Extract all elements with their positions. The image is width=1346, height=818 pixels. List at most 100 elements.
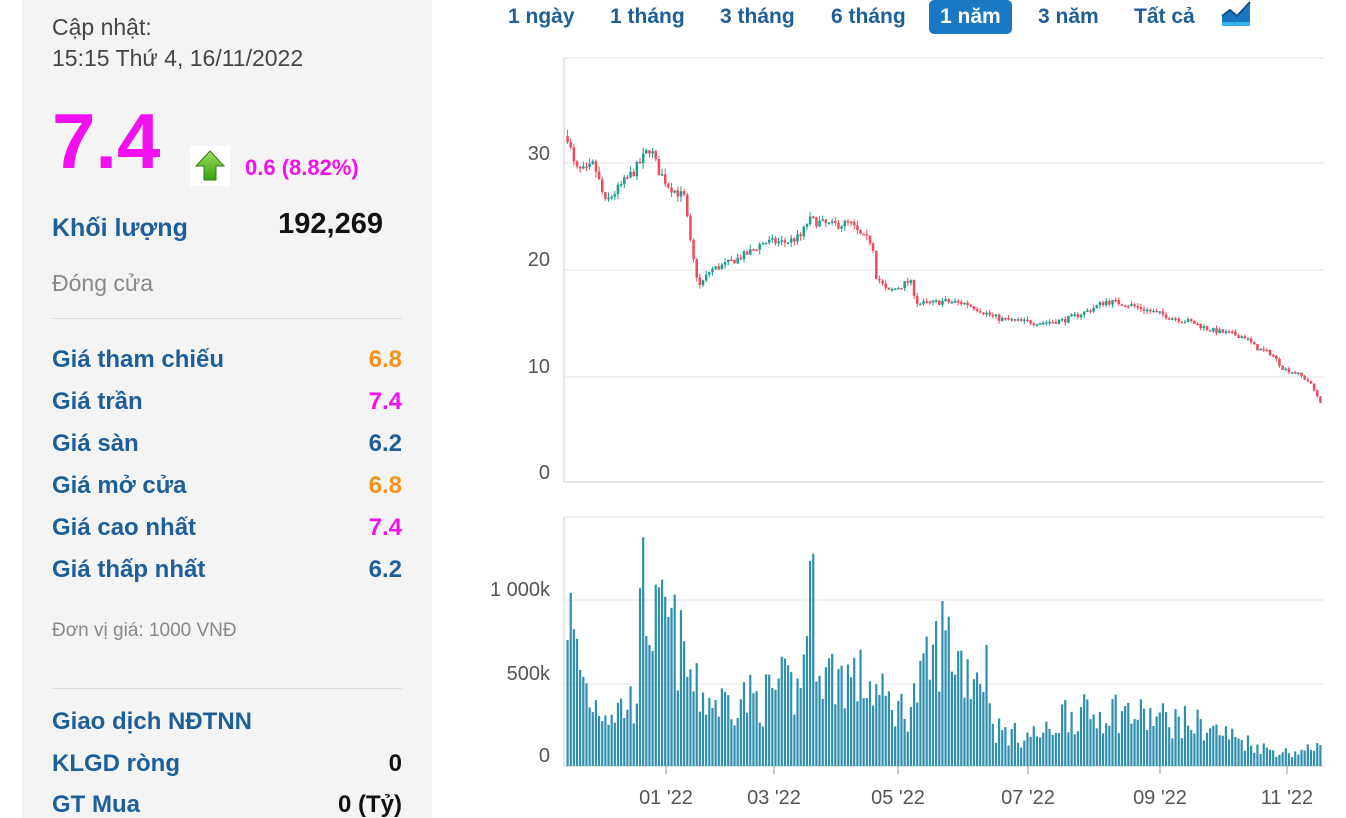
area-chart-icon[interactable] [1220,0,1252,28]
price-candle [1145,307,1149,314]
price-candle [1026,316,1029,323]
volume-bar [862,698,865,766]
stat-value: 6.2 [368,430,402,457]
volume-bar [771,688,774,766]
volume-tick-label: 0 [539,745,550,767]
volume-bar [919,660,922,766]
volume-bar [1139,699,1142,766]
volume-bar [903,718,906,766]
volume-tick-label: 500k [507,663,551,685]
volume-bar [761,726,764,766]
volume-bar [632,723,635,766]
price-candle [928,300,932,305]
volume-bar [749,674,752,766]
price-candle [566,129,569,145]
volume-bar [730,719,733,766]
price-candle [953,298,957,303]
price-candle [969,303,973,308]
price-candle [1243,334,1247,339]
price-candle [670,182,673,197]
volume-bar [887,691,890,766]
volume-bar [994,742,998,766]
volume-bar [686,676,689,766]
price-candle [720,262,724,270]
stat-label: GT Mua [52,791,140,818]
volume-bar [1120,711,1124,766]
price-candle [1284,367,1288,371]
range-6-month-button[interactable]: 6 tháng [831,5,906,28]
range-1-day-button[interactable]: 1 ngày [508,5,575,28]
price-candle [575,159,579,169]
price-candle [1098,301,1102,309]
volume-bar [1265,747,1268,766]
range-3-month-button[interactable]: 3 tháng [720,5,795,28]
price-candle [1221,328,1225,334]
price-candle [777,238,780,247]
volume-bar [1035,736,1039,766]
range-3-year-button[interactable]: 3 năm [1038,5,1099,28]
volume-bar [812,553,815,766]
range-1-year-button[interactable]: 1 năm [929,0,1012,34]
price-candle [827,221,831,225]
volume-bar [777,678,780,766]
price-candle [1205,325,1209,331]
price-candle [686,192,689,218]
price-candle [623,174,626,189]
volume-bar [1029,736,1032,766]
price-candle [1158,311,1162,315]
price-candle [849,221,853,227]
price-candle [906,277,910,287]
volume-bar [916,702,919,766]
volume-bar [935,621,938,766]
price-candle [843,219,847,232]
range-1-month-button[interactable]: 1 tháng [610,5,685,28]
price-candle [1271,353,1275,358]
price-candle [982,311,985,316]
volume-bar [723,691,727,766]
price-candle [1183,319,1187,324]
volume-bar [1224,726,1228,766]
volume-bar [947,616,950,766]
volume-bar [796,678,799,766]
volume-bar [894,726,897,766]
volume-bar [938,691,941,766]
price-tick-label: 0 [539,462,550,484]
volume-bar [1199,719,1202,766]
price-candle [755,248,758,252]
volume-bar [651,650,654,766]
price-candle [1108,298,1111,306]
price-candle [679,186,683,203]
price-candle [789,234,793,248]
price-candle [856,220,859,235]
price-candle [890,287,894,292]
volume-bar [1193,733,1196,766]
volume-bar [660,579,664,766]
price-candle [988,309,991,318]
volume-bar [758,722,761,766]
volume-bar [701,692,705,766]
volume-bar [881,673,884,766]
price-candle [966,300,969,309]
range-all-button[interactable]: Tất cả [1134,5,1195,28]
price-candle [884,279,887,291]
volume-bar [890,710,894,766]
volume-bar [613,722,616,766]
volume-bar [900,693,903,766]
stock-chart[interactable]: 30 20 10 0 1 000k 500k 0 01 '22 03 '22 0… [460,40,1340,818]
price-candle [956,299,960,306]
volume-bar [1007,745,1010,766]
volume-bar [1010,729,1013,766]
price-candle [919,302,922,306]
price-candle [840,225,843,232]
price-candle [641,147,645,169]
price-candle [654,149,658,162]
volume-bar [1038,737,1042,766]
price-candle [660,168,664,176]
price-candle [786,242,790,245]
price-candle [909,279,913,286]
volume-bar [610,714,613,766]
price-candle [1035,323,1039,327]
price-candle [947,297,950,304]
price-candles [566,129,1322,404]
price-candle [711,266,714,276]
